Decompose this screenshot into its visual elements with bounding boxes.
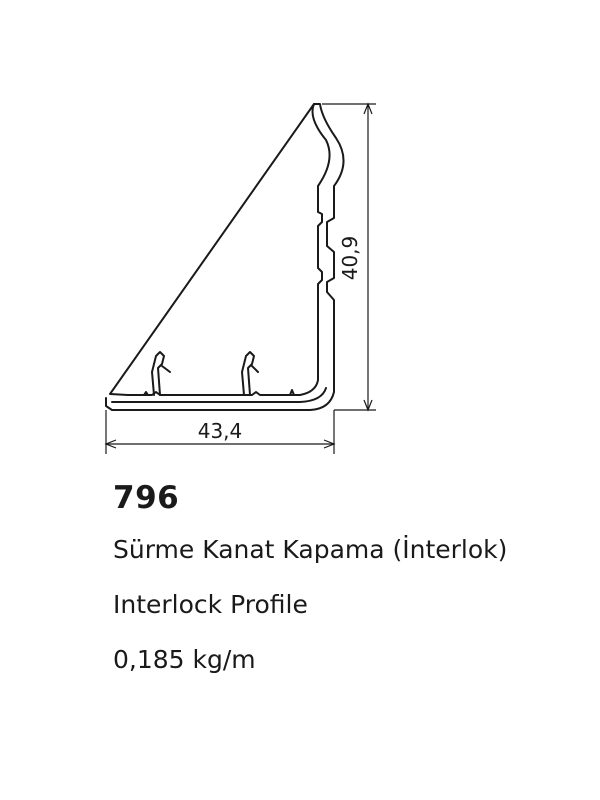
profile-left-clip-barb — [161, 365, 171, 373]
profile-outline — [105, 103, 345, 411]
profile-base-line — [111, 387, 327, 403]
product-name-turkish: Sürme Kanat Kapama (İnterlok) — [113, 535, 508, 564]
product-code: 796 — [113, 480, 180, 516]
profile-left-clip — [151, 351, 165, 396]
product-name-english: Interlock Profile — [113, 590, 308, 619]
width-dimension — [104, 410, 336, 454]
profile-base-notch — [289, 389, 295, 396]
profile-outer-edge — [105, 103, 345, 411]
height-dimension — [322, 102, 376, 412]
profile-right-clip-barb — [251, 365, 259, 373]
width-dimension-label: 43,4 — [198, 419, 243, 443]
profile-right-clip — [241, 351, 255, 396]
product-weight: 0,185 kg/m — [113, 645, 256, 674]
profile-inner-edge — [109, 103, 331, 396]
width-arrow-left — [104, 439, 117, 449]
height-arrow-bottom — [363, 399, 373, 412]
height-arrow-top — [363, 102, 373, 115]
profile-base-notch — [143, 391, 149, 396]
width-arrow-right — [323, 439, 336, 449]
height-dimension-label: 40,9 — [338, 236, 362, 281]
profile-cross-section-drawing: 40,9 43,4 — [104, 102, 376, 454]
